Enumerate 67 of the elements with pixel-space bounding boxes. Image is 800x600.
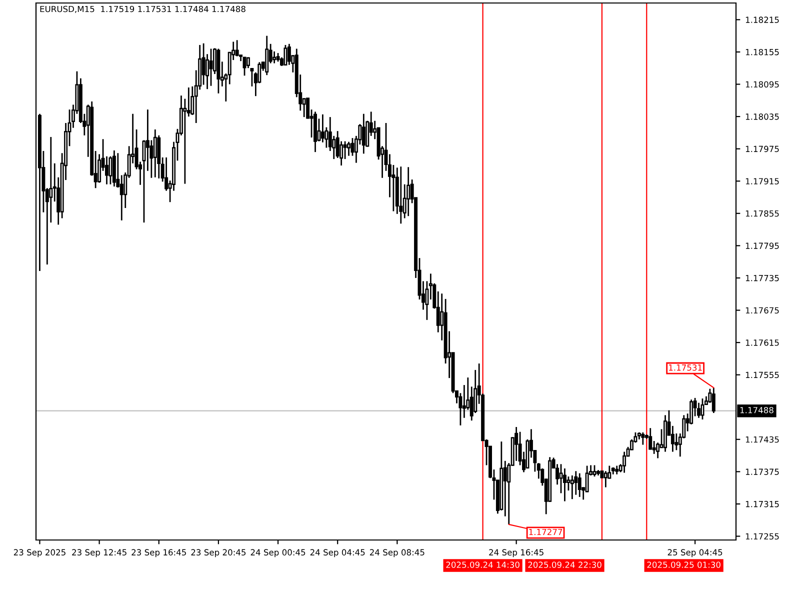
y-tick-label: 1.17795 xyxy=(746,242,779,249)
x-tick-label: 24 Sep 04:45 xyxy=(310,549,365,558)
y-tick-label: 1.17255 xyxy=(746,533,779,540)
y-tick-label: 1.18035 xyxy=(746,114,779,120)
x-tick-label: 23 Sep 20:45 xyxy=(191,549,246,558)
candlestick xyxy=(697,402,701,419)
candlestick xyxy=(604,470,608,488)
candlestick xyxy=(562,468,566,502)
candlestick xyxy=(592,464,596,478)
candlestick xyxy=(578,472,582,498)
annotation: 1.17531 xyxy=(669,364,702,371)
candlestick xyxy=(350,137,354,157)
candlestick xyxy=(652,440,656,455)
candlestick xyxy=(320,114,324,144)
ref-line-label: 2025.09.25 01:30 xyxy=(647,562,720,568)
y-tick-label: 1.17675 xyxy=(746,307,779,314)
candlestick xyxy=(202,42,206,86)
candlestick xyxy=(648,427,652,450)
candlestick xyxy=(406,166,410,217)
ref-line-label: 1.17488 xyxy=(740,406,774,414)
y-tick-label: 1.17975 xyxy=(746,146,779,152)
y-tick-label: 1.17555 xyxy=(746,372,779,378)
candlestick xyxy=(566,476,570,492)
x-tick-label: 23 Sep 12:45 xyxy=(72,549,126,558)
candlestick xyxy=(272,50,276,64)
candlestick xyxy=(622,451,626,474)
x-tick-label: 24 Sep 16:45 xyxy=(489,549,544,558)
candlestick xyxy=(712,387,716,414)
y-tick-label: 1.17435 xyxy=(746,436,779,443)
candlestick xyxy=(641,432,645,446)
candlestick xyxy=(343,140,347,160)
x-tick-label: 23 Sep 16:45 xyxy=(132,549,186,558)
y-tick-label: 1.18155 xyxy=(746,48,779,56)
y-tick-label: 1.17375 xyxy=(746,468,779,475)
candlestick xyxy=(347,141,351,157)
candlestick xyxy=(514,426,518,462)
x-tick-label: 25 Sep 04:45 xyxy=(668,549,722,558)
y-tick-label: 1.17735 xyxy=(746,274,779,282)
chart-title: EURUSD,M15 1.17519 1.17531 1.17484 1.17488 xyxy=(40,6,246,13)
candlestick xyxy=(284,44,288,66)
candlestick xyxy=(670,425,674,452)
y-tick-label: 1.17915 xyxy=(746,178,779,184)
ref-line-label: 2025.09.24 14:30 xyxy=(446,562,520,568)
y-tick-label: 1.17615 xyxy=(746,340,779,346)
candlestick xyxy=(153,128,157,178)
annotation: 1.17277 xyxy=(529,528,562,536)
candlestick xyxy=(242,56,246,76)
candlestick xyxy=(108,156,112,186)
candlestick xyxy=(362,113,366,154)
candlestick xyxy=(209,48,213,87)
candlestick xyxy=(235,39,239,57)
candlestick xyxy=(574,470,578,496)
candlestick xyxy=(317,118,321,142)
candlestick xyxy=(570,474,574,500)
candlestick xyxy=(265,35,269,76)
candlestick xyxy=(399,166,403,224)
ref-line-label: 2025.09.24 22:30 xyxy=(528,562,602,568)
y-tick-label: 1.18095 xyxy=(746,81,779,88)
y-tick-label: 1.17315 xyxy=(746,500,779,508)
y-tick-label: 1.18215 xyxy=(746,16,779,23)
candlestick xyxy=(700,398,704,420)
x-tick-label: 24 Sep 08:45 xyxy=(370,549,424,558)
candlestick xyxy=(250,68,254,88)
x-tick-label: 23 Sep 2025 xyxy=(14,549,66,558)
x-tick-label: 24 Sep 00:45 xyxy=(250,549,306,558)
candlestick xyxy=(287,43,291,66)
y-tick-label: 1.17855 xyxy=(746,210,779,217)
